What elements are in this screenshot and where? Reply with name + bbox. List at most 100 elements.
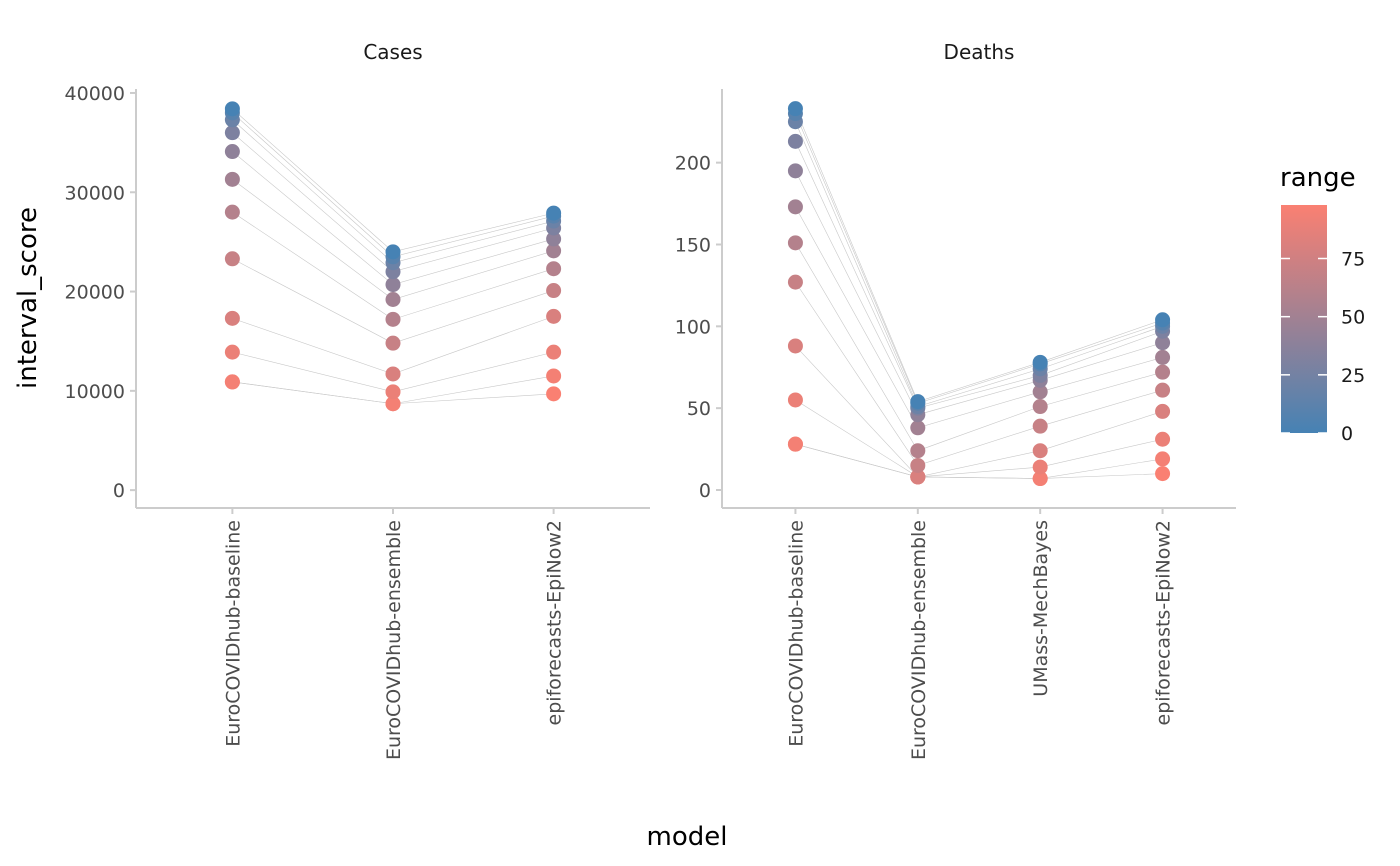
data-point [1155, 335, 1171, 351]
data-point [910, 394, 926, 410]
connector-lines-deaths [795, 108, 1163, 479]
data-point [910, 457, 926, 473]
data-point [787, 133, 803, 149]
y-tick-label: 40000 [65, 83, 125, 105]
data-point [385, 335, 401, 351]
legend-tick-label: 0 [1341, 423, 1353, 445]
data-point [385, 244, 401, 260]
x-ticks-cases: EuroCOVIDhub-baseline EuroCOVIDhub-ensemb… [222, 508, 566, 760]
strip-label-deaths: Deaths [944, 40, 1015, 64]
x-tick-label: UMass-MechBayes [1030, 520, 1052, 697]
data-point [787, 235, 803, 251]
x-tick-label: EuroCOVIDhub-baseline [785, 520, 807, 747]
panel-cases: Cases 0 10000 20000 30000 40000 EuroCOVIDhub… [65, 40, 650, 760]
data-point [546, 261, 562, 277]
data-point [1155, 403, 1171, 419]
data-point [224, 125, 240, 141]
data-point [546, 205, 562, 221]
x-axis-title: model [647, 822, 728, 852]
data-point [787, 163, 803, 179]
y-tick-label: 150 [675, 234, 711, 256]
range-connector-line [795, 170, 1163, 416]
data-point [546, 368, 562, 384]
data-point [1155, 382, 1171, 398]
y-ticks-deaths: 0 50 100 150 200 [675, 153, 722, 502]
range-connector-line [795, 121, 1163, 407]
data-point [385, 311, 401, 327]
data-point [546, 283, 562, 299]
data-point [546, 386, 562, 402]
data-point [1155, 451, 1171, 467]
range-connector-line [795, 242, 1163, 452]
data-point [1155, 364, 1171, 380]
data-point [1032, 443, 1048, 459]
x-tick-label: epiforecasts-EpiNow2 [1153, 520, 1175, 725]
data-point [224, 171, 240, 187]
y-tick-label: 200 [675, 153, 711, 175]
data-point [1155, 466, 1171, 482]
data-point [787, 338, 803, 354]
range-connector-line [795, 141, 1163, 409]
data-point [1032, 418, 1048, 434]
data-point [787, 436, 803, 452]
x-tick-label: EuroCOVIDhub-ensemble [383, 520, 405, 760]
legend-ticks: 0 25 50 75 [1281, 249, 1365, 445]
y-tick-label: 10000 [65, 381, 125, 403]
data-point [546, 243, 562, 259]
range-connector-line [795, 113, 1163, 404]
y-ticks-cases: 0 10000 20000 30000 40000 [65, 83, 136, 502]
data-point [224, 144, 240, 160]
data-point [224, 344, 240, 360]
data-point [546, 344, 562, 360]
data-point [1155, 349, 1171, 365]
legend-tick-label: 50 [1341, 307, 1365, 329]
data-point [1032, 384, 1048, 400]
legend-tick-label: 75 [1341, 249, 1365, 271]
range-connector-line [795, 108, 1163, 402]
y-tick-label: 50 [687, 398, 711, 420]
data-point [910, 420, 926, 436]
range-connector-line [795, 281, 1163, 466]
y-tick-label: 100 [675, 316, 711, 338]
data-point [385, 366, 401, 382]
data-point [385, 384, 401, 400]
range-connector-line [795, 443, 1163, 479]
y-tick-label: 20000 [65, 282, 125, 304]
data-point [1155, 312, 1171, 328]
x-tick-label: epiforecasts-EpiNow2 [544, 520, 566, 725]
data-point [224, 374, 240, 390]
data-point [385, 291, 401, 307]
y-tick-label: 0 [113, 480, 125, 502]
data-point [787, 199, 803, 215]
data-point [787, 392, 803, 408]
data-point [1032, 471, 1048, 487]
panel-deaths: Deaths 0 50 100 150 200 EuroCOVIDhub-baselin… [675, 40, 1236, 760]
legend-tick-label: 25 [1341, 365, 1365, 387]
legend-title: range [1280, 163, 1356, 193]
legend-colorbar [1281, 205, 1327, 433]
data-point [224, 310, 240, 326]
range-connector-line [232, 108, 554, 253]
x-tick-label: EuroCOVIDhub-baseline [222, 520, 244, 747]
range-connector-line [232, 112, 554, 258]
y-axis-title: interval_score [13, 207, 43, 389]
data-point [1032, 399, 1048, 415]
points-deaths [787, 101, 1171, 487]
data-point [224, 101, 240, 117]
data-point [546, 231, 562, 247]
x-ticks-deaths: EuroCOVIDhub-baseline EuroCOVIDhub-ensemb… [785, 508, 1175, 760]
data-point [787, 101, 803, 117]
data-point [224, 204, 240, 220]
data-point [385, 277, 401, 293]
data-point [1032, 459, 1048, 475]
data-point [910, 443, 926, 459]
legend: range 0 25 50 75 [1280, 163, 1365, 445]
y-tick-label: 30000 [65, 182, 125, 204]
data-point [385, 396, 401, 412]
data-point [787, 274, 803, 290]
data-point [224, 251, 240, 267]
range-connector-line [795, 399, 1163, 478]
x-tick-label: EuroCOVIDhub-ensemble [908, 520, 930, 760]
data-point [1155, 431, 1171, 447]
